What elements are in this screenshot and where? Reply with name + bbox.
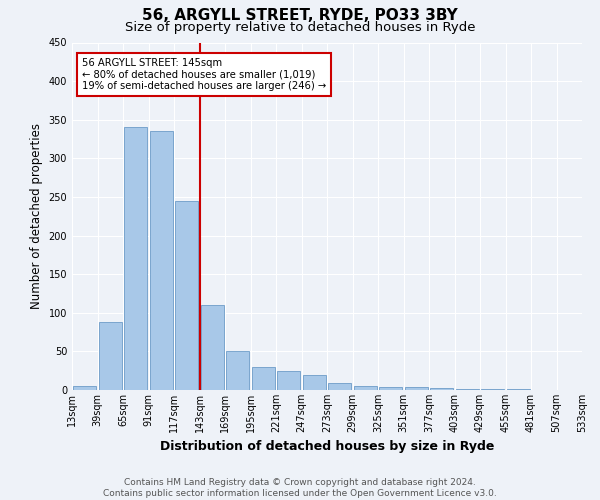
Text: Size of property relative to detached houses in Ryde: Size of property relative to detached ho… (125, 21, 475, 34)
Bar (354, 386, 377, 390)
Bar (481, 389, 504, 390)
Bar (277, 370, 300, 390)
Bar (124, 128, 147, 390)
X-axis label: Distribution of detached houses by size in Ryde: Distribution of detached houses by size … (160, 440, 494, 454)
Text: 56, ARGYLL STREET, RYDE, PO33 3BY: 56, ARGYLL STREET, RYDE, PO33 3BY (142, 8, 458, 22)
Y-axis label: Number of detached properties: Number of detached properties (30, 123, 43, 309)
Bar (73, 386, 96, 390)
Bar (175, 201, 198, 390)
Bar (99, 322, 122, 390)
Text: Contains HM Land Registry data © Crown copyright and database right 2024.
Contai: Contains HM Land Registry data © Crown c… (103, 478, 497, 498)
Bar (430, 388, 453, 390)
Bar (303, 374, 326, 390)
Bar (328, 383, 351, 390)
Bar (226, 352, 249, 390)
Bar (201, 305, 224, 390)
Bar (379, 387, 402, 390)
Bar (456, 389, 479, 390)
Bar (252, 367, 275, 390)
Bar (150, 132, 173, 390)
Text: 56 ARGYLL STREET: 145sqm
← 80% of detached houses are smaller (1,019)
19% of sem: 56 ARGYLL STREET: 145sqm ← 80% of detach… (82, 58, 326, 92)
Bar (405, 387, 428, 390)
Bar (507, 389, 530, 390)
